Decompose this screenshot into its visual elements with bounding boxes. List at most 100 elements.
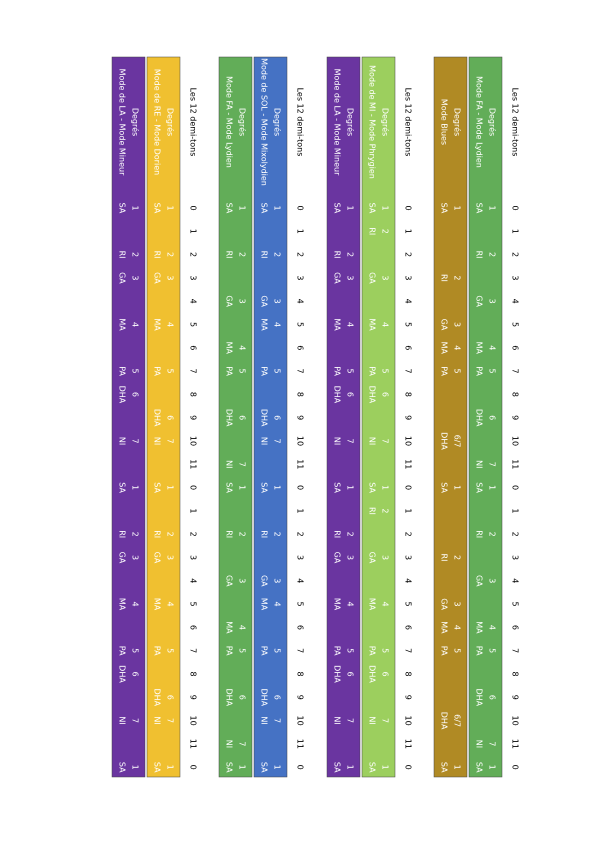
note: GA: [118, 272, 127, 284]
note: PA: [225, 366, 234, 376]
note: SA: [153, 203, 162, 214]
note: GA: [260, 575, 269, 587]
semitone: 7: [189, 648, 198, 653]
semitone: 6: [189, 345, 198, 350]
degree: 2: [488, 532, 497, 537]
degree: 3: [131, 555, 140, 560]
mode-block: [468, 56, 503, 778]
degree: 3: [346, 555, 355, 560]
note: PA: [333, 366, 342, 376]
note: GA: [475, 575, 484, 587]
degree: 3: [381, 555, 390, 560]
note: RI: [440, 554, 449, 562]
degree: 3: [238, 578, 247, 583]
note: SA: [368, 482, 377, 493]
semitone: 7: [404, 648, 413, 653]
semitone: 4: [511, 578, 520, 583]
semitone: 9: [511, 415, 520, 420]
degree: 1: [238, 205, 247, 210]
semitone: 9: [404, 415, 413, 420]
note: SA: [440, 482, 449, 493]
note: SA: [368, 203, 377, 214]
degree: 4: [488, 625, 497, 630]
degree: 5: [381, 369, 390, 374]
degrees-label: Degrés: [488, 108, 498, 136]
semitone: 1: [511, 508, 520, 513]
note: PA: [368, 366, 377, 376]
degree: 1: [238, 765, 247, 770]
note: NI: [118, 716, 127, 724]
row-header: Les 12 demi-tons: [296, 88, 305, 157]
semitone: 10: [404, 436, 413, 446]
semitone: 5: [296, 602, 305, 607]
note: DHA: [260, 409, 269, 427]
semitone: 3: [404, 275, 413, 280]
semitone: 9: [296, 695, 305, 700]
semitone: 8: [404, 671, 413, 676]
note: RI: [440, 274, 449, 282]
note: MA: [333, 318, 342, 331]
semitone: 1: [404, 229, 413, 234]
row-header: Les 12 demi-tons: [404, 88, 413, 157]
degree: 1: [273, 765, 282, 770]
semitone: 10: [189, 716, 198, 726]
note: MA: [440, 621, 449, 634]
degree: 5: [238, 369, 247, 374]
note: SA: [333, 203, 342, 214]
semitone: 2: [511, 532, 520, 537]
semitone: 10: [189, 436, 198, 446]
mode-block: [111, 56, 146, 778]
note: PA: [260, 646, 269, 656]
note: PA: [475, 366, 484, 376]
row-header: Les 12 demi-tons: [189, 88, 198, 157]
degree: 3: [131, 275, 140, 280]
semitone: 6: [404, 625, 413, 630]
degree: 3: [346, 275, 355, 280]
degree: 6: [381, 392, 390, 397]
note: SA: [260, 203, 269, 214]
semitone: 4: [296, 578, 305, 583]
semitone: 0: [296, 765, 305, 770]
note: SA: [118, 482, 127, 493]
semitone: 6: [296, 345, 305, 350]
note: MA: [475, 621, 484, 634]
note: PA: [260, 366, 269, 376]
note: RI: [225, 251, 234, 259]
semitone: 7: [404, 369, 413, 374]
note: PA: [368, 646, 377, 656]
semitone: 1: [296, 508, 305, 513]
note: SA: [153, 482, 162, 493]
note: RI: [475, 251, 484, 259]
semitone: 7: [296, 369, 305, 374]
degree: 6: [273, 415, 282, 420]
note: GA: [260, 295, 269, 307]
degree: 2: [238, 252, 247, 257]
note: PA: [153, 366, 162, 376]
note: PA: [118, 646, 127, 656]
degree: 6: [346, 671, 355, 676]
semitone: 11: [511, 739, 520, 749]
degree: 1: [273, 485, 282, 490]
semitone: 10: [404, 716, 413, 726]
note: DHA: [368, 386, 377, 404]
degree: 1: [381, 485, 390, 490]
note: DHA: [475, 409, 484, 427]
semitone: 9: [189, 415, 198, 420]
semitone: 1: [404, 508, 413, 513]
semitone: 8: [404, 392, 413, 397]
note: GA: [333, 552, 342, 564]
semitone: 0: [189, 485, 198, 490]
semitone: 2: [296, 532, 305, 537]
mode-block: [433, 56, 468, 778]
semitone: 9: [296, 415, 305, 420]
note: MA: [225, 342, 234, 355]
degree: 2: [381, 229, 390, 234]
note: DHA: [118, 386, 127, 404]
semitone: 3: [404, 555, 413, 560]
degree: 6: [131, 671, 140, 676]
note: SA: [368, 762, 377, 773]
semitone: 11: [189, 739, 198, 749]
note: SA: [153, 762, 162, 773]
note: SA: [333, 482, 342, 493]
mode-name: Mode de LA - Mode Mineur: [333, 69, 342, 176]
